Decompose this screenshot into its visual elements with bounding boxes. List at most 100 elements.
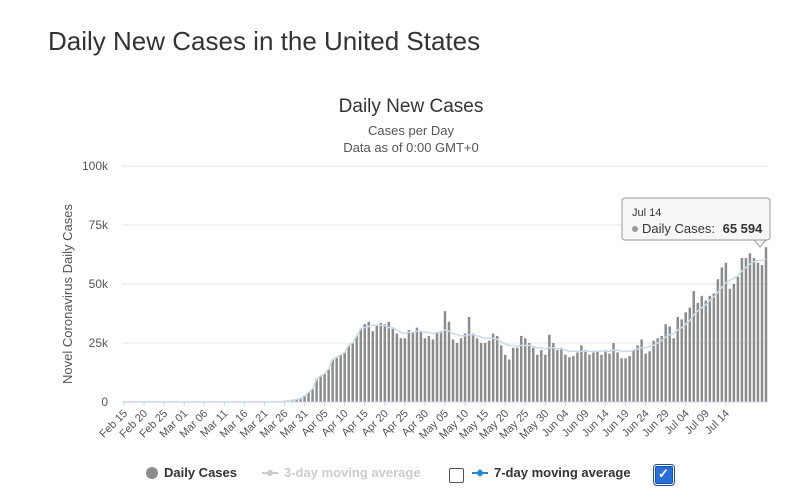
y-tick-label: 50k: [89, 277, 109, 291]
bar-daily-cases: [431, 339, 435, 402]
bar-daily-cases: [451, 339, 455, 402]
legend-daily-cases-label: Daily Cases: [164, 465, 237, 480]
bar-daily-cases: [648, 351, 651, 402]
legend-item-3-day-average[interactable]: 3-day moving average: [262, 465, 421, 480]
bar-daily-cases: [640, 339, 643, 402]
bar-daily-cases: [628, 355, 631, 402]
bar-daily-cases: [620, 358, 623, 402]
bar-daily-cases: [724, 262, 728, 402]
bar-daily-cases: [760, 265, 764, 402]
bar-daily-cases: [668, 326, 671, 402]
bar-daily-cases: [339, 354, 342, 402]
bar-daily-cases: [439, 331, 443, 402]
bar-daily-cases: [636, 345, 639, 402]
svg-text:Daily Cases: 65 594: Daily Cases: 65 594: [642, 221, 763, 236]
bar-daily-cases: [712, 293, 716, 402]
bar-daily-cases: [732, 284, 736, 402]
bar-daily-cases: [580, 345, 583, 402]
y-tick-label: 100k: [82, 159, 109, 173]
chart-subtitle-1: Cases per Day: [368, 123, 454, 138]
bar-daily-cases: [479, 343, 483, 402]
bar-daily-cases: [716, 279, 720, 402]
bar-daily-cases: [572, 355, 575, 402]
bar-daily-cases: [515, 347, 519, 402]
bar-daily-cases: [536, 354, 539, 402]
bar-daily-cases: [379, 322, 383, 402]
bar-daily-cases: [291, 400, 294, 402]
bar-daily-cases: [588, 354, 591, 402]
bar-daily-cases: [335, 357, 338, 402]
legend-item-daily-cases[interactable]: Daily Cases: [146, 465, 237, 480]
bar-daily-cases: [459, 338, 463, 402]
bar-daily-cases: [532, 347, 535, 402]
bar-daily-cases: [624, 358, 627, 402]
bar-daily-cases: [363, 324, 366, 402]
bar-daily-cases: [347, 345, 350, 402]
bar-daily-cases: [323, 373, 326, 402]
x-axis: [122, 401, 768, 406]
bar-daily-cases: [592, 352, 595, 402]
y-tick-label: 25k: [89, 336, 109, 350]
bar-daily-cases: [299, 398, 302, 402]
bar-daily-cases: [487, 340, 491, 402]
bar-daily-cases: [411, 332, 415, 402]
bar-daily-cases: [660, 335, 663, 402]
bar-daily-cases: [764, 247, 768, 402]
bar-daily-cases: [463, 333, 467, 402]
bar-daily-cases: [664, 324, 667, 402]
bar-daily-cases: [395, 333, 399, 402]
bar-daily-cases: [495, 335, 499, 402]
bar-daily-cases: [519, 335, 523, 402]
tooltip-series-label: Daily Cases:: [642, 221, 715, 236]
tooltip-date: Jul 14: [632, 207, 661, 219]
bar-daily-cases: [720, 267, 724, 402]
bar-daily-cases: [455, 343, 459, 402]
bar-daily-cases: [303, 395, 306, 402]
bar-daily-cases: [399, 338, 403, 402]
bar-daily-cases: [407, 330, 411, 402]
bar-daily-cases: [507, 359, 511, 402]
bar-daily-cases: [756, 262, 760, 402]
bar-daily-cases: [447, 321, 451, 402]
legend-7-day-label: 7-day moving average: [494, 465, 631, 480]
bar-daily-cases: [528, 343, 531, 402]
bar-daily-cases: [644, 353, 647, 402]
y-tick-label: 0: [101, 395, 108, 409]
bar-daily-cases: [343, 352, 346, 402]
bar-daily-cases: [511, 347, 515, 402]
bar-daily-cases: [423, 338, 427, 402]
bar-daily-cases: [387, 321, 391, 402]
bar-daily-cases: [471, 333, 475, 402]
bar-daily-cases: [491, 333, 495, 402]
bar-daily-cases: [415, 327, 419, 402]
bar-daily-cases: [692, 291, 696, 402]
bar-daily-cases: [696, 302, 700, 402]
bar-daily-cases: [367, 321, 371, 402]
bar-daily-cases: [748, 253, 752, 402]
bar-daily-cases: [467, 317, 471, 402]
tooltip-series-dot: [632, 226, 638, 232]
bar-daily-cases: [564, 354, 567, 402]
daily-cases-bars: [122, 247, 768, 402]
bar-daily-cases: [383, 324, 387, 402]
bar-daily-cases: [419, 331, 423, 402]
bar-daily-cases: [560, 347, 563, 402]
bar-daily-cases: [552, 343, 555, 402]
legend-item-7-day-average[interactable]: 7-day moving average: [472, 465, 631, 480]
chart-title: Daily New Cases: [339, 96, 484, 117]
bar-daily-cases: [443, 311, 447, 402]
bar-daily-cases: [295, 399, 298, 402]
bar-daily-cases: [600, 354, 603, 402]
legend-7-day-line-icon: [472, 468, 488, 477]
bar-daily-cases: [499, 345, 503, 402]
tooltip: Jul 14 Daily Cases: 65 594: [621, 197, 771, 248]
bar-daily-cases: [608, 353, 611, 402]
bar-daily-cases: [427, 335, 431, 402]
checkbox-7-day-average[interactable]: [653, 464, 675, 486]
checkbox-3-day-average[interactable]: [449, 468, 464, 483]
bar-daily-cases: [307, 392, 310, 402]
bar-daily-cases: [616, 352, 619, 402]
bar-daily-cases: [688, 307, 692, 402]
tooltip-pointer: [752, 239, 768, 248]
bar-daily-cases: [684, 312, 687, 402]
